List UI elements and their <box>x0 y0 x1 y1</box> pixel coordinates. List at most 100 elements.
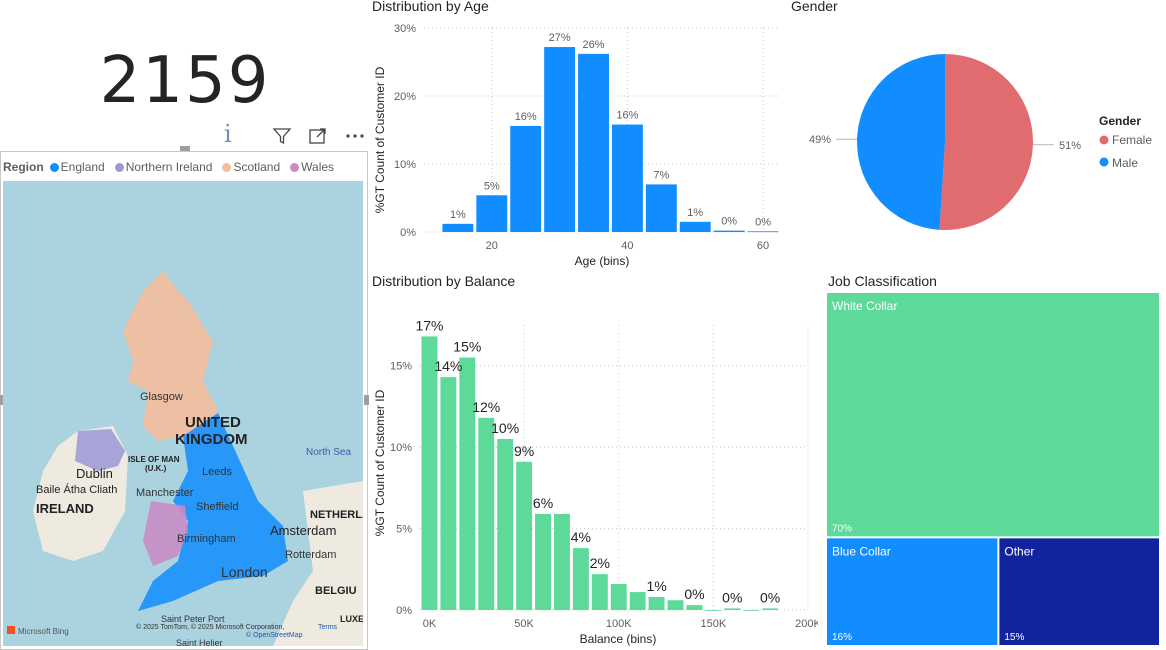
bar[interactable] <box>440 377 457 610</box>
map-label-amsterdam: Amsterdam <box>270 523 336 538</box>
info-icon[interactable]: i <box>224 120 232 148</box>
female-legend-label[interactable]: Female <box>1112 133 1152 147</box>
pie-data-label: 51% <box>1059 140 1081 152</box>
job-treemap[interactable]: White Collar 70% Blue Collar 16% Other 15% <box>826 292 1162 648</box>
gender-chart[interactable]: 51% 49% Gender Female Male <box>790 14 1160 264</box>
bar[interactable] <box>645 184 677 232</box>
treemap-category-label: Blue Collar <box>832 544 891 558</box>
balance-chart[interactable]: %GT Count of Customer ID Balance (bins) … <box>368 290 818 648</box>
filter-icon[interactable] <box>272 126 292 146</box>
bar[interactable] <box>679 221 711 232</box>
bar[interactable] <box>724 608 741 610</box>
x-tick-label: 40 <box>621 240 633 252</box>
northern-ireland-dot <box>114 162 124 172</box>
data-label: 16% <box>515 111 537 123</box>
bar[interactable] <box>553 513 570 610</box>
bar[interactable] <box>747 231 779 233</box>
bar[interactable] <box>497 439 514 610</box>
resize-handle-top[interactable] <box>180 146 190 151</box>
bar[interactable] <box>459 357 476 610</box>
bar[interactable] <box>578 53 609 233</box>
treemap-tile[interactable] <box>827 538 998 645</box>
legend-item-northern-ireland[interactable]: Northern Ireland <box>114 160 212 174</box>
map-label-north-sea: North Sea <box>306 447 351 458</box>
northern-ireland-region <box>75 429 125 471</box>
bar[interactable] <box>743 610 760 611</box>
bing-logo-mark <box>7 626 15 634</box>
map-canvas[interactable]: UNITED KINGDOM IRELAND Dublin Baile Átha… <box>3 181 363 646</box>
treemap-tile[interactable] <box>827 293 1159 537</box>
data-label: 0% <box>722 589 742 605</box>
bar[interactable] <box>591 574 608 610</box>
scotland-dot <box>222 162 232 172</box>
map-label-netherlands: NETHERLA <box>310 509 363 521</box>
more-options-icon[interactable] <box>344 126 364 146</box>
bar[interactable] <box>610 583 627 610</box>
scotland-region <box>123 271 218 441</box>
x-tick-label: 100K <box>606 618 632 630</box>
treemap-tile[interactable] <box>999 538 1159 645</box>
data-label: 0% <box>760 589 780 605</box>
bar[interactable] <box>705 610 722 611</box>
continent-land <box>273 481 363 646</box>
x-tick-label: 50K <box>514 618 534 630</box>
data-label: 10% <box>491 420 519 436</box>
data-label: 27% <box>549 32 571 44</box>
resize-handle-left[interactable] <box>0 395 3 405</box>
male-legend-label[interactable]: Male <box>1112 156 1138 170</box>
england-dot <box>49 162 59 172</box>
map-label-leeds: Leeds <box>202 466 232 478</box>
bar[interactable] <box>648 596 665 610</box>
age-chart[interactable]: %GT Count of Customer ID Age (bins) 1% 5%… <box>368 14 788 276</box>
focus-mode-icon[interactable] <box>308 126 328 146</box>
x-tick-label: 60 <box>757 240 769 252</box>
data-label: 14% <box>434 358 462 374</box>
data-label: 1% <box>687 207 703 219</box>
bar[interactable] <box>516 461 533 610</box>
bar[interactable] <box>572 548 589 610</box>
bar[interactable] <box>476 195 508 232</box>
resize-handle-right[interactable] <box>364 395 369 405</box>
data-label: 9% <box>514 443 534 459</box>
data-label: 1% <box>646 578 666 594</box>
wales-dot <box>290 162 300 172</box>
age-chart-title: Distribution by Age <box>372 0 489 14</box>
pie-slice-female[interactable] <box>939 54 1033 230</box>
osm-link[interactable]: © OpenStreetMap <box>246 631 303 639</box>
map-label-manchester: Manchester <box>136 487 194 499</box>
bar[interactable] <box>535 513 551 610</box>
y-tick-label: 0% <box>400 227 416 239</box>
balance-chart-ylabel: %GT Count of Customer ID <box>373 389 387 536</box>
pie-slice-male[interactable] <box>856 54 945 230</box>
data-label: 5% <box>484 180 500 192</box>
bar[interactable] <box>421 336 438 610</box>
bar[interactable] <box>544 47 576 232</box>
map-label-ireland: IRELAND <box>36 501 94 516</box>
treemap-category-label: White Collar <box>832 299 897 313</box>
legend-label: Wales <box>301 160 335 174</box>
bar[interactable] <box>713 230 745 232</box>
bar[interactable] <box>442 223 474 232</box>
legend-item-scotland[interactable]: Scotland <box>222 160 280 174</box>
bar[interactable] <box>629 592 646 610</box>
bar[interactable] <box>478 417 495 610</box>
data-label: 1% <box>450 209 466 221</box>
male-legend-dot <box>1099 157 1109 167</box>
y-tick-label: 5% <box>396 524 412 536</box>
x-tick-label: 200K <box>795 618 818 630</box>
bar[interactable] <box>762 608 779 610</box>
legend-item-wales[interactable]: Wales <box>290 160 334 174</box>
legend-item-england[interactable]: England <box>49 160 105 174</box>
bar[interactable] <box>611 124 643 232</box>
map-terms-link[interactable]: Terms <box>318 624 338 631</box>
job-chart-title: Job Classification <box>828 273 937 289</box>
bar[interactable] <box>510 125 542 232</box>
y-tick-label: 30% <box>394 23 416 35</box>
map-copyright: © 2025 TomTom, © 2025 Microsoft Corporat… <box>136 623 284 631</box>
gender-legend-title: Gender <box>1099 114 1141 128</box>
bar[interactable] <box>686 605 703 610</box>
data-label: 15% <box>453 339 481 355</box>
bar[interactable] <box>667 600 684 610</box>
map-label-isle-uk: (U.K.) <box>145 464 167 473</box>
